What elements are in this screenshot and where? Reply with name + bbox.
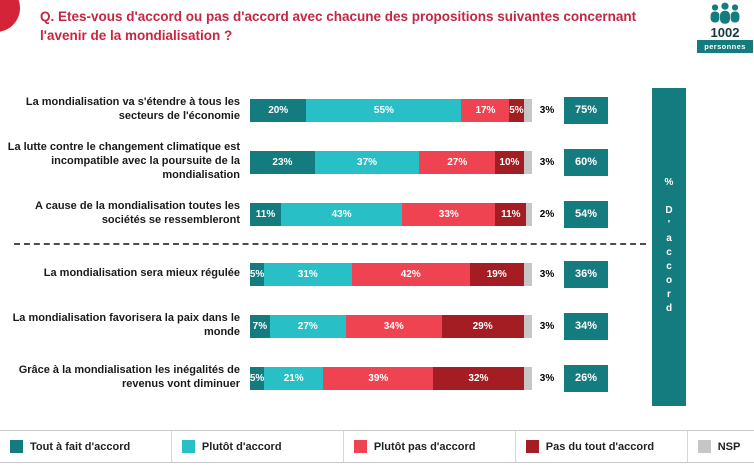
legend-swatch	[697, 440, 711, 453]
nsp-value: 3%	[539, 372, 555, 384]
bar-segment-2: 17%	[461, 98, 510, 122]
stacked-bar: 20% 55% 17% 5%	[250, 98, 532, 122]
bar-segment-1: 27%	[269, 314, 346, 338]
legend-swatch	[10, 440, 23, 453]
bar-segment-4	[523, 98, 532, 122]
bar-segment-2: 34%	[345, 314, 442, 338]
legend-item: NSP	[686, 431, 754, 462]
legend-swatch	[525, 440, 539, 453]
bar-segment-4	[523, 150, 532, 174]
row-label: La lutte contre le changement climatique…	[7, 141, 240, 181]
stacked-bar: 5% 31% 42% 19%	[250, 262, 532, 286]
bar-segment-4	[523, 366, 532, 390]
bar-segment-3: 29%	[441, 314, 524, 338]
question-title-line1: Q. Etes-vous d'accord ou pas d'accord av…	[40, 9, 637, 24]
bar-segment-2: 27%	[419, 150, 496, 174]
chart-row: La mondialisation va s'étendre à tous le…	[0, 84, 660, 136]
row-label: La mondialisation favorisera la paix dan…	[12, 312, 240, 338]
bar-segment-2: 42%	[351, 262, 470, 286]
sample-badge: 1002 personnes	[697, 2, 753, 54]
agree-axis-bar: % D'accord	[652, 88, 686, 406]
row-label: A cause de la mondialisation toutes les …	[35, 200, 240, 226]
bar-segment-0: 20%	[250, 98, 307, 122]
nsp-value: 3%	[539, 104, 555, 116]
nsp-value: 3%	[539, 156, 555, 168]
bar-segment-3: 10%	[495, 150, 524, 174]
row-label: La mondialisation sera mieux régulée	[43, 267, 240, 280]
bar-segment-3: 5%	[509, 98, 524, 122]
chart-row: La mondialisation favorisera la paix dan…	[0, 300, 660, 352]
stacked-bar: 7% 27% 34% 29%	[250, 314, 532, 338]
bar-segment-4	[526, 202, 532, 226]
stacked-bar-chart: La mondialisation va s'étendre à tous le…	[0, 84, 660, 404]
group-divider	[14, 243, 646, 245]
bar-segment-3: 32%	[433, 366, 524, 390]
agree-total: 36%	[564, 260, 608, 288]
question-title-line2: l'avenir de la mondialisation ?	[40, 27, 233, 43]
stacked-bar: 23% 37% 27% 10%	[250, 150, 532, 174]
decorative-red-circle	[0, 0, 20, 32]
bar-segment-3: 19%	[469, 262, 524, 286]
bar-segment-0: 7%	[250, 314, 270, 338]
bar-segment-2: 39%	[323, 366, 434, 390]
sample-count: 1002	[710, 25, 740, 40]
legend-label: NSP	[717, 440, 741, 453]
bar-segment-4	[523, 262, 532, 286]
agree-total: 54%	[564, 200, 608, 228]
legend-label: Tout à fait d'accord	[30, 440, 131, 453]
legend-item: Tout à fait d'accord	[0, 431, 171, 462]
nsp-value: 2%	[539, 208, 555, 220]
bar-segment-1: 55%	[306, 98, 462, 122]
chart-row: La lutte contre le changement climatique…	[0, 136, 660, 188]
chart-row: La mondialisation sera mieux régulée 5% 31…	[0, 248, 660, 300]
row-label: Grâce à la mondialisation les inégalités…	[18, 364, 240, 390]
agree-axis-label: % D'accord	[663, 177, 675, 317]
nsp-value: 3%	[539, 320, 555, 332]
row-label: La mondialisation va s'étendre à tous le…	[25, 96, 240, 122]
sample-label: personnes	[697, 40, 753, 54]
bar-segment-1: 43%	[281, 202, 403, 226]
people-icon	[710, 2, 740, 24]
chart-row: Grâce à la mondialisation les inégalités…	[0, 352, 660, 404]
legend-item: Pas du tout d'accord	[514, 431, 687, 462]
stacked-bar: 11% 43% 33% 11%	[250, 202, 532, 226]
chart-row: A cause de la mondialisation toutes les …	[0, 188, 660, 240]
legend-swatch	[353, 440, 367, 453]
nsp-value: 3%	[539, 268, 555, 280]
bar-segment-1: 21%	[264, 366, 324, 390]
agree-total: 60%	[564, 148, 608, 176]
bar-segment-0: 5%	[250, 262, 264, 286]
bar-segment-0: 23%	[250, 150, 315, 174]
legend: Tout à fait d'accord Plutôt d'accord Plutô…	[0, 430, 754, 463]
bar-segment-2: 33%	[402, 202, 496, 226]
agree-total: 34%	[564, 312, 608, 340]
legend-item: Plutôt d'accord	[170, 431, 343, 462]
legend-label: Plutôt d'accord	[201, 440, 282, 453]
legend-swatch	[181, 440, 195, 453]
bar-segment-0: 11%	[250, 202, 282, 226]
agree-total: 75%	[564, 96, 608, 124]
bar-segment-3: 11%	[495, 202, 527, 226]
agree-total: 26%	[564, 364, 608, 392]
bar-segment-4	[523, 314, 532, 338]
legend-label: Plutôt pas d'accord	[373, 440, 476, 453]
bar-segment-0: 5%	[250, 366, 264, 390]
stacked-bar: 5% 21% 39% 32%	[250, 366, 532, 390]
legend-label: Pas du tout d'accord	[545, 440, 655, 453]
question-title: Q. Etes-vous d'accord ou pas d'accord av…	[40, 8, 665, 46]
bar-segment-1: 37%	[314, 150, 420, 174]
legend-item: Plutôt pas d'accord	[342, 431, 515, 462]
bar-segment-1: 31%	[264, 262, 352, 286]
